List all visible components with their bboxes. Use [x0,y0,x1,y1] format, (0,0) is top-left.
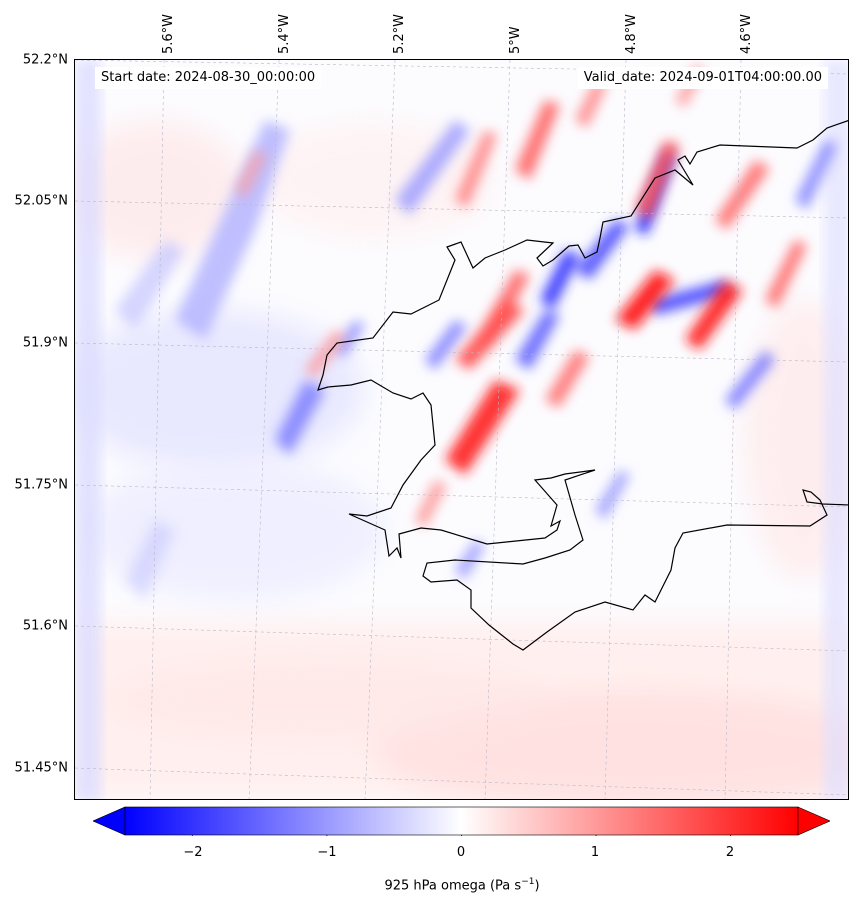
lat-label-52-05n: 52.05°N [14,193,68,209]
colorbar-variable: 925 hPa omega [384,878,486,894]
colorbar-tick-label: 2 [725,845,735,860]
colorbar-axis-label: 925 hPa omega (Pa s−1) [384,877,540,894]
lat-label-51-45n: 51.45°N [14,760,68,776]
colorbar-tick-label: −2 [183,845,203,860]
colorbar-tick-label: 1 [590,845,600,860]
coastline [317,120,848,651]
colorbar-tick-label: −1 [317,845,337,860]
positive-omega-features [235,65,807,528]
graticule [75,60,848,799]
broad-field-shading [75,60,848,799]
colorbar-units-exponent: −1 [521,877,535,887]
colorbar-units: Pa s [495,878,522,894]
valid-date-label: Valid_date: 2024-09-01T04:00:00.00 [577,67,828,89]
start-date-label: Start date: 2024-08-30_00:00:00 [95,67,322,89]
colorbar-gradient [93,806,830,836]
lat-label-52-2n: 52.2°N [22,52,68,68]
colorbar-extend-low [93,806,126,836]
colorbar-extend-high [797,806,830,836]
lon-label-5-6w: 5.6°W [161,13,176,54]
lon-label-5-4w: 5.4°W [277,13,292,54]
colorbar [93,806,830,836]
lat-label-51-6n: 51.6°N [22,618,68,634]
lon-label-5-2w: 5.2°W [392,13,407,54]
lon-label-4-8w: 4.8°W [624,13,639,54]
colorbar-tick-label: 0 [456,845,466,860]
lat-label-51-75n: 51.75°N [14,477,68,493]
omega-field-map [75,60,848,799]
negative-omega-features [115,120,837,600]
map-panel: Start date: 2024-08-30_00:00:00 Valid_da… [74,59,849,800]
lat-label-51-9n: 51.9°N [22,335,68,351]
lon-label-5w: 5°W [508,26,523,54]
lon-label-4-6w: 4.6°W [739,13,754,54]
